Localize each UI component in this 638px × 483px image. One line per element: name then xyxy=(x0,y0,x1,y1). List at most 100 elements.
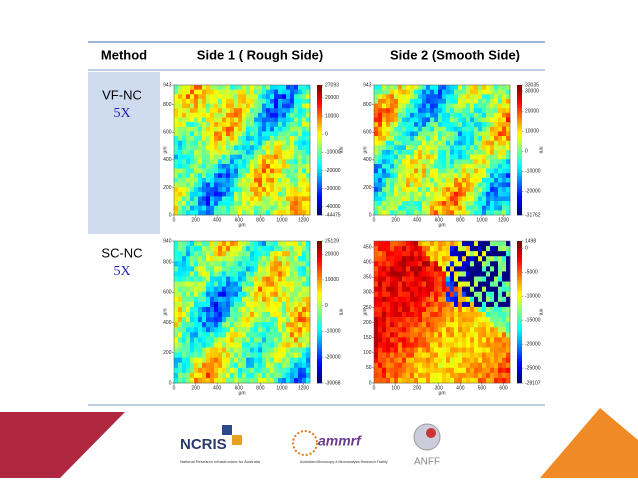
map-cell xyxy=(458,322,463,328)
map-cell xyxy=(410,177,415,183)
map-cell xyxy=(402,85,407,90)
map-cell xyxy=(470,327,475,333)
map-cell xyxy=(290,312,295,318)
map-cell xyxy=(386,347,391,353)
map-cell xyxy=(198,256,203,262)
map-cell xyxy=(402,256,407,262)
map-cell xyxy=(234,266,239,272)
map-cell xyxy=(286,251,291,257)
map-cell xyxy=(414,94,419,100)
map-cell xyxy=(174,89,179,95)
map-cell xyxy=(182,251,187,257)
map-cell xyxy=(186,187,191,193)
map-cell xyxy=(230,327,235,333)
map-cell xyxy=(430,210,435,216)
map-cell xyxy=(474,182,479,188)
map-cell xyxy=(422,372,427,379)
map-cell xyxy=(378,291,383,298)
colorbar-cell xyxy=(517,202,522,206)
map-cell xyxy=(506,286,511,293)
map-cell xyxy=(178,352,183,358)
map-cell xyxy=(410,168,415,174)
map-cell xyxy=(430,261,435,267)
map-cell xyxy=(434,261,439,267)
map-cell xyxy=(394,205,399,211)
map-cell xyxy=(438,337,443,343)
map-cell xyxy=(486,261,491,267)
map-cell xyxy=(378,246,383,252)
map-cell xyxy=(238,286,243,293)
map-cell xyxy=(410,187,415,193)
map-cell xyxy=(474,163,479,169)
map-cell xyxy=(402,291,407,298)
map-cell xyxy=(394,98,399,104)
map-cell xyxy=(490,136,495,142)
map-cell xyxy=(394,256,399,262)
map-cell xyxy=(254,122,259,128)
map-cell xyxy=(290,306,295,313)
map-cell xyxy=(230,332,235,338)
map-cell xyxy=(466,154,471,160)
map-cell xyxy=(402,201,407,207)
map-cell xyxy=(470,85,475,90)
map-cell xyxy=(426,352,431,358)
map-cell xyxy=(198,322,203,328)
colorbar-cell xyxy=(517,104,522,109)
map-cell xyxy=(246,89,251,95)
map-cell xyxy=(178,286,183,293)
map-cell xyxy=(258,322,263,328)
map-cell xyxy=(246,281,251,287)
map-cell xyxy=(302,89,307,95)
map-cell xyxy=(254,103,259,109)
map-cell xyxy=(442,154,447,160)
map-cell xyxy=(410,276,415,282)
map-cell xyxy=(286,205,291,211)
map-cell xyxy=(294,332,299,338)
map-cell xyxy=(438,317,443,323)
colorbar-cell xyxy=(517,192,522,196)
map-cell xyxy=(474,332,479,338)
map-cell xyxy=(502,327,507,333)
map-cell xyxy=(282,94,287,100)
map-cell xyxy=(282,85,287,90)
y-tick-label: 800 xyxy=(163,259,172,265)
map-cell xyxy=(298,201,303,207)
map-cell xyxy=(174,332,179,338)
map-cell xyxy=(430,256,435,262)
colorbar-cell xyxy=(517,280,522,284)
colorbar-cell xyxy=(517,315,522,320)
map-cell xyxy=(230,352,235,358)
map-cell xyxy=(446,327,451,333)
map-cell xyxy=(302,251,307,257)
map-cell xyxy=(506,327,511,333)
map-cell xyxy=(306,173,311,179)
map-cell xyxy=(182,256,187,262)
map-cell xyxy=(198,201,203,207)
map-cell xyxy=(174,306,179,313)
map-cell xyxy=(222,271,227,277)
map-cell xyxy=(234,126,239,132)
map-cell xyxy=(290,94,295,100)
map-cell xyxy=(294,291,299,298)
map-cell xyxy=(302,276,307,282)
map-cell xyxy=(306,347,311,353)
map-cell xyxy=(390,332,395,338)
map-cell xyxy=(378,196,383,202)
map-cell xyxy=(402,108,407,114)
map-cell xyxy=(446,322,451,328)
map-cell xyxy=(494,291,499,298)
map-cell xyxy=(250,251,255,257)
map-cell xyxy=(198,85,203,90)
map-cell xyxy=(190,191,195,197)
map-cell xyxy=(210,140,215,146)
map-cell xyxy=(254,332,259,338)
map-cell xyxy=(178,342,183,348)
map-cell xyxy=(450,281,455,287)
map-cell xyxy=(250,182,255,188)
map-cell xyxy=(506,108,511,114)
map-cell xyxy=(414,357,419,364)
map-cell xyxy=(186,261,191,267)
map-cell xyxy=(246,131,251,137)
map-cell xyxy=(270,367,275,374)
map-cell xyxy=(450,108,455,114)
